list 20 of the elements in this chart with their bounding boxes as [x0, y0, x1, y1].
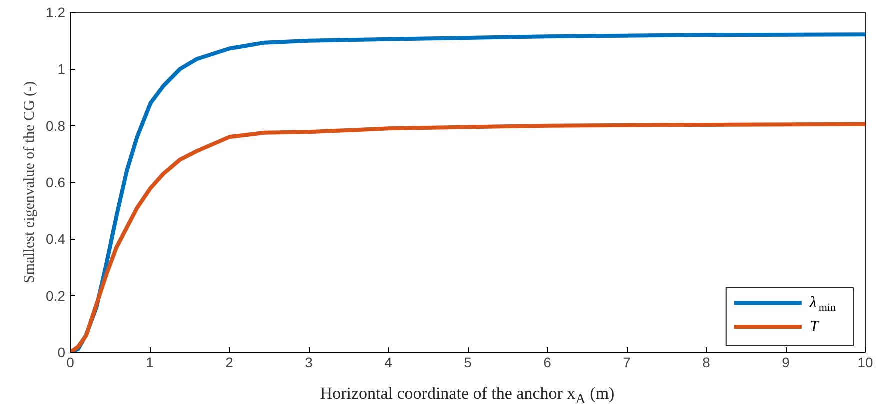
x-tick-label: 5 [464, 354, 472, 370]
x-axis-title: Horizontal coordinate of the anchor x$_{A}$ (m) [319, 383, 616, 407]
x-tick-label: 10 [858, 354, 874, 370]
y-tick-label: 0 [58, 344, 66, 360]
x-tick-label: 2 [226, 354, 234, 370]
x-tick-label: 1 [146, 354, 154, 370]
x-tick-label: 8 [702, 354, 711, 370]
x-tick-label: 7 [623, 354, 632, 370]
y-tick-label: 0.8 [46, 118, 66, 134]
x-tick-label: 6 [544, 354, 552, 370]
y-axis-title: Smallest eigenvalue of the CG (-) [22, 81, 38, 284]
y-tick-label: 1 [58, 61, 66, 78]
y-tick-label: 1.2 [46, 4, 66, 20]
y-tick-label: 0.2 [46, 288, 66, 304]
y-tick-label: 0.4 [46, 231, 66, 248]
y-tick-label: 0.6 [46, 174, 66, 190]
x-tick-label: 4 [384, 354, 393, 370]
x-tick-label: 3 [305, 354, 314, 370]
x-tick-label: 9 [782, 354, 790, 370]
legend-label: T [810, 318, 820, 336]
